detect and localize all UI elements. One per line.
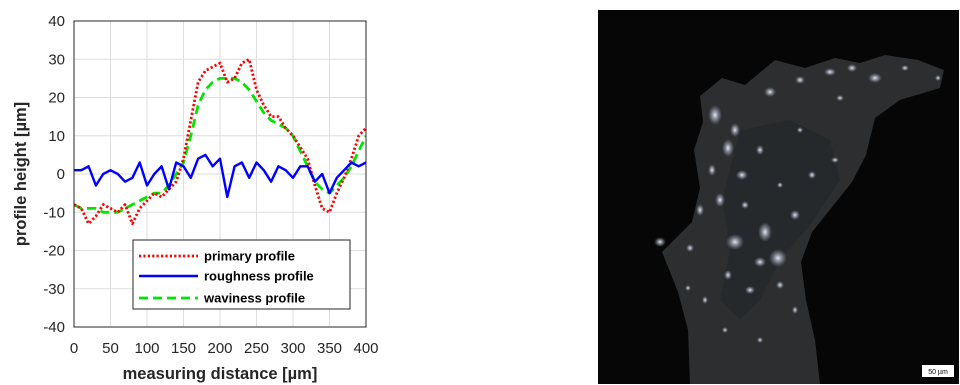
crystal-speck	[836, 95, 844, 101]
y-tick-label: -30	[43, 281, 65, 298]
x-tick-label: 100	[134, 340, 159, 357]
primary-profile-line	[74, 57, 366, 226]
crystal-speck	[790, 210, 800, 220]
y-tick-label: 0	[57, 166, 65, 183]
x-tick-label: 400	[353, 340, 378, 357]
y-tick-label: 30	[48, 51, 65, 68]
scalebar-box	[922, 365, 954, 377]
y-axis-label: profile height [µm]	[12, 102, 30, 246]
x-tick-label: 300	[280, 340, 305, 357]
crystal-speck	[808, 171, 816, 179]
x-tick-label: 250	[244, 340, 269, 357]
axes-box	[73, 20, 367, 328]
crystal-speck	[935, 75, 941, 81]
legend-label-waviness: waviness profile	[203, 291, 305, 306]
crystal-speck	[654, 237, 666, 247]
x-tick-labels: 0 50 100 150 200 250 300 350 400	[70, 340, 379, 357]
crystal-speck	[722, 327, 728, 333]
crystal-speck	[730, 123, 740, 137]
crystal-speck	[792, 306, 798, 314]
micrograph-image: 50 µm	[598, 10, 959, 384]
y-tick-label: -10	[43, 204, 65, 221]
crystal-speck	[868, 73, 882, 83]
crystal-speck	[795, 76, 805, 84]
crystal-speck	[685, 285, 691, 291]
crystal-speck	[754, 257, 766, 267]
crystal-speck	[686, 244, 694, 252]
crystal-speck	[724, 270, 732, 280]
y-tick-label: -40	[43, 319, 65, 336]
profile-chart: 0 50 100 150 200 250 300 350 400 -40 -30 -20 -10 0 10…	[12, 13, 379, 383]
crystal-speck	[776, 281, 784, 289]
crystal-highlights	[654, 64, 941, 343]
crystal-speck	[758, 222, 772, 242]
series-layer	[74, 57, 366, 226]
crystal-speck	[797, 127, 803, 133]
y-tick-label: 10	[48, 128, 65, 145]
crystal-speck	[745, 286, 755, 294]
legend-label-primary: primary profile	[204, 249, 295, 264]
scalebar-label: 50 µm	[928, 369, 948, 376]
crystal-speck	[901, 65, 909, 71]
legend: primary profile roughness profile wavine…	[132, 239, 351, 310]
crystal-speck	[708, 105, 722, 125]
crystal-speck	[824, 68, 836, 76]
x-tick-label: 50	[102, 340, 119, 357]
crystal-speck	[847, 64, 857, 72]
crystal-speck	[777, 182, 783, 188]
y-tick-label: -20	[43, 243, 65, 260]
crystal-speck	[726, 234, 744, 250]
legend-label-roughness: roughness profile	[204, 269, 314, 284]
crystal-speck	[741, 201, 749, 209]
y-tick-label: 40	[48, 13, 65, 30]
x-axis-label: measuring distance [µm]	[123, 365, 318, 383]
crystal-speck	[722, 139, 734, 157]
roughness-profile-line	[74, 153, 366, 199]
crystal-speck	[756, 145, 764, 155]
crystal-speck	[702, 296, 708, 304]
x-tick-label: 150	[171, 340, 196, 357]
x-tick-label: 350	[317, 340, 342, 357]
crystal-speck	[769, 249, 787, 267]
fragment-dark-core	[720, 120, 840, 320]
y-tick-label: 20	[48, 90, 65, 107]
x-tick-label: 200	[207, 340, 232, 357]
crystal-speck	[764, 87, 776, 97]
crystal-speck	[708, 164, 716, 176]
waviness-profile-line	[74, 77, 366, 214]
crystal-speck	[696, 204, 704, 216]
crystal-speck	[715, 193, 725, 207]
crystal-speck	[757, 337, 763, 343]
x-tick-label: 0	[70, 340, 78, 357]
crystal-speck	[831, 157, 839, 163]
crystal-speck	[736, 170, 748, 180]
y-tick-labels: -40 -30 -20 -10 0 10 20 30 40	[43, 13, 65, 336]
